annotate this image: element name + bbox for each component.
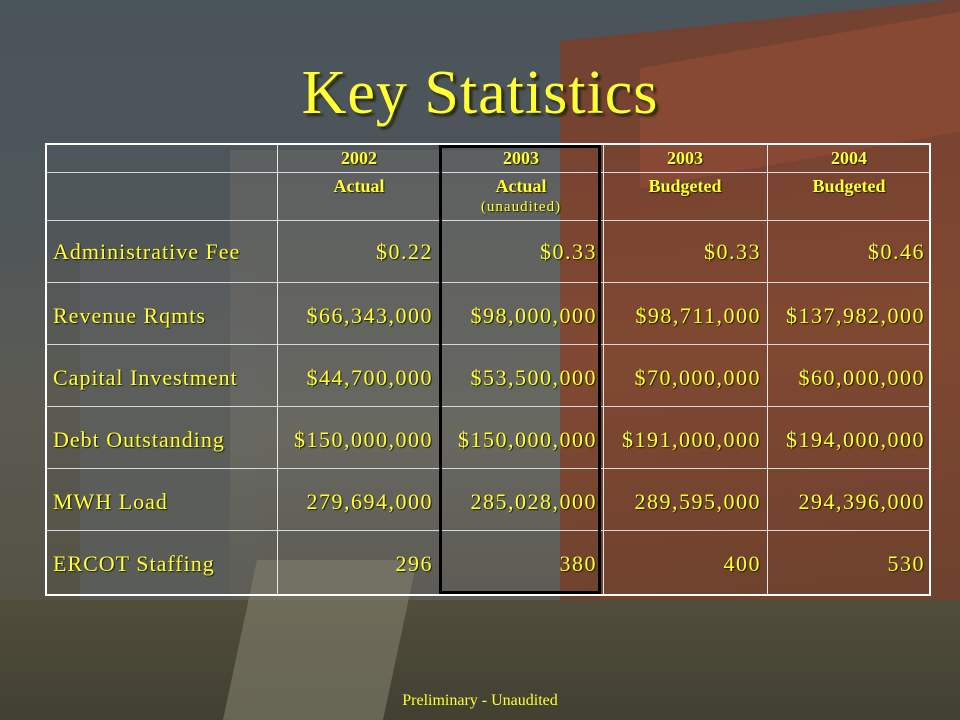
background-ground xyxy=(0,600,960,720)
column-year-2003-budgeted: 2003 xyxy=(667,148,703,168)
row-label-mwh-load: MWH Load xyxy=(53,489,168,514)
row-label-ercot-staffing: ERCOT Staffing xyxy=(53,551,215,576)
table-cell: $150,000,000 xyxy=(294,427,433,452)
column-type-2003-budgeted: Budgeted xyxy=(648,176,722,196)
table-cell: 380 xyxy=(559,551,597,576)
table-cell: 296 xyxy=(395,551,433,576)
table-cell: 400 xyxy=(723,551,761,576)
table-cell: $0.33 xyxy=(540,239,597,264)
table-cell: $44,700,000 xyxy=(306,365,433,390)
table-cell: 530 xyxy=(887,551,925,576)
statistics-table: 2002 2003 2003 2004 Actual Actual Budget… xyxy=(45,143,931,596)
table-cell: $53,500,000 xyxy=(470,365,597,390)
table-cell: $194,000,000 xyxy=(786,427,925,452)
table-cell: $70,000,000 xyxy=(634,365,761,390)
column-type-2004: Budgeted xyxy=(812,176,886,196)
column-note-unaudited: (unaudited) xyxy=(480,199,562,215)
table-cell: $0.33 xyxy=(704,239,761,264)
table-cell: $98,000,000 xyxy=(470,303,597,328)
background-building-gray xyxy=(230,150,590,630)
table-cell: 285,028,000 xyxy=(470,489,597,514)
row-label-revenue-rqmts: Revenue Rqmts xyxy=(53,303,206,328)
row-label-capital-investment: Capital Investment xyxy=(53,365,238,390)
column-year-2004: 2004 xyxy=(831,148,867,168)
table-cell: $60,000,000 xyxy=(798,365,925,390)
table-cell: $0.22 xyxy=(376,239,433,264)
table-cell: $0.46 xyxy=(868,239,925,264)
table-cell: $191,000,000 xyxy=(622,427,761,452)
slide-footer: Preliminary - Unaudited xyxy=(402,692,558,709)
table-cell: 279,694,000 xyxy=(306,489,433,514)
column-type-2003-actual: Actual xyxy=(495,176,547,196)
column-year-2003-actual: 2003 xyxy=(503,148,539,168)
table-cell: 289,595,000 xyxy=(634,489,761,514)
highlighted-column-2003-actual xyxy=(439,145,601,594)
column-type-2002: Actual xyxy=(333,176,385,196)
column-year-2002: 2002 xyxy=(341,148,377,168)
row-label-administrative-fee: Administrative Fee xyxy=(53,239,241,264)
table-cell: $137,982,000 xyxy=(786,303,925,328)
row-label-debt-outstanding: Debt Outstanding xyxy=(53,427,225,452)
slide-title: Key Statistics xyxy=(301,59,659,127)
table-cell: $98,711,000 xyxy=(635,303,761,328)
table-cell: 294,396,000 xyxy=(798,489,925,514)
table-cell: $150,000,000 xyxy=(458,427,597,452)
table-cell: $66,343,000 xyxy=(306,303,433,328)
